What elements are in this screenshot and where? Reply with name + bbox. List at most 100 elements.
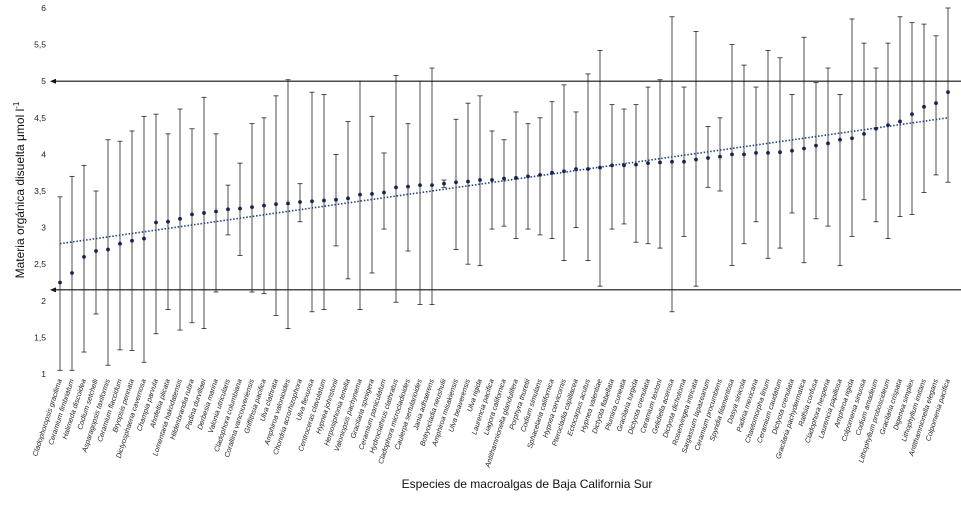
y-tick-label: 4,5: [34, 113, 46, 123]
trendline: [59, 117, 949, 245]
data-point: [58, 280, 62, 285]
data-point: [922, 104, 926, 109]
data-point: [826, 141, 830, 146]
y-axis-title-main: Materia orgánica disuelta μmol l: [13, 109, 27, 279]
data-point: [526, 174, 530, 179]
data-point: [286, 201, 290, 206]
data-point: [766, 151, 770, 155]
data-point: [634, 162, 638, 167]
data-point: [886, 123, 890, 128]
data-point: [178, 216, 182, 221]
data-point: [910, 112, 914, 117]
data-point: [406, 184, 410, 189]
trendline-group: [59, 117, 949, 245]
data-point: [490, 178, 494, 182]
y-tick-label: 1,5: [34, 332, 46, 342]
data-point: [778, 150, 782, 155]
data-point: [730, 152, 734, 157]
data-point: [322, 198, 326, 203]
data-point: [514, 175, 518, 180]
y-tick-label: 5: [41, 76, 46, 86]
data-point: [574, 167, 578, 171]
data-point: [202, 211, 206, 215]
data-point: [862, 132, 866, 136]
data-point: [874, 126, 878, 131]
data-point: [610, 163, 614, 168]
data-point: [118, 241, 122, 246]
data-points: [58, 90, 950, 285]
data-point: [238, 206, 242, 211]
data-point: [394, 185, 398, 190]
data-point: [502, 176, 506, 181]
data-point: [718, 154, 722, 159]
data-point: [550, 170, 554, 175]
data-point: [754, 151, 758, 155]
y-axis-title-superscript: -1: [12, 101, 21, 109]
data-point: [586, 167, 590, 171]
data-point: [226, 207, 230, 212]
y-tick-label: 3,5: [34, 186, 46, 196]
data-point: [706, 156, 710, 160]
data-point: [454, 180, 458, 185]
data-point: [70, 271, 74, 275]
data-point: [850, 136, 854, 141]
y-tick-label: 1: [41, 369, 46, 379]
reference-line-arrow: [50, 287, 56, 293]
data-point: [358, 192, 362, 197]
data-point: [262, 203, 266, 208]
data-point: [166, 219, 170, 224]
data-point: [310, 199, 314, 204]
data-point: [106, 247, 110, 252]
y-tick-label: 4: [41, 149, 46, 159]
data-point: [334, 197, 338, 202]
data-point: [562, 169, 566, 174]
data-point: [598, 165, 602, 170]
reference-line-arrow: [50, 78, 56, 84]
data-point: [466, 179, 470, 184]
data-point: [214, 209, 218, 214]
data-point: [94, 249, 98, 253]
reference-lines: [50, 78, 961, 293]
data-point: [538, 172, 542, 177]
y-tick-label: 6: [41, 3, 46, 13]
data-point: [682, 159, 686, 164]
data-point: [346, 196, 350, 201]
data-point: [298, 200, 302, 204]
data-point: [430, 183, 434, 188]
x-axis-title: Especies de macroalgas de Baja Californi…: [402, 477, 653, 491]
data-point: [418, 183, 422, 188]
y-axis-title: Materia orgánica disuelta μmol l-1: [12, 101, 27, 278]
error-bars: [57, 7, 951, 371]
data-point: [946, 90, 950, 95]
data-point: [814, 143, 818, 148]
data-point: [934, 101, 938, 106]
data-point: [790, 148, 794, 153]
data-point: [658, 160, 662, 165]
y-axis: 1 1,5 2 2,5 3 3,5 4 4,5 5 5,5 6: [34, 3, 46, 379]
data-point: [670, 159, 674, 164]
data-point: [130, 238, 134, 243]
y-tick-label: 2: [41, 296, 46, 306]
data-point: [154, 220, 158, 225]
data-point: [478, 178, 482, 182]
data-point: [898, 119, 902, 124]
data-point: [82, 254, 86, 259]
data-point: [838, 137, 842, 142]
data-point: [742, 152, 746, 157]
data-point: [622, 163, 626, 168]
data-point: [802, 146, 806, 151]
data-point: [646, 161, 650, 166]
y-tick-label: 5,5: [34, 40, 46, 50]
data-point: [142, 236, 146, 241]
data-point: [694, 157, 698, 162]
data-point: [442, 181, 446, 186]
data-point: [190, 212, 194, 217]
y-tick-label: 2,5: [34, 259, 46, 269]
data-point: [370, 192, 374, 196]
data-point: [250, 205, 254, 210]
data-point: [382, 190, 386, 195]
data-point: [274, 202, 278, 207]
y-tick-label: 3: [41, 223, 46, 233]
